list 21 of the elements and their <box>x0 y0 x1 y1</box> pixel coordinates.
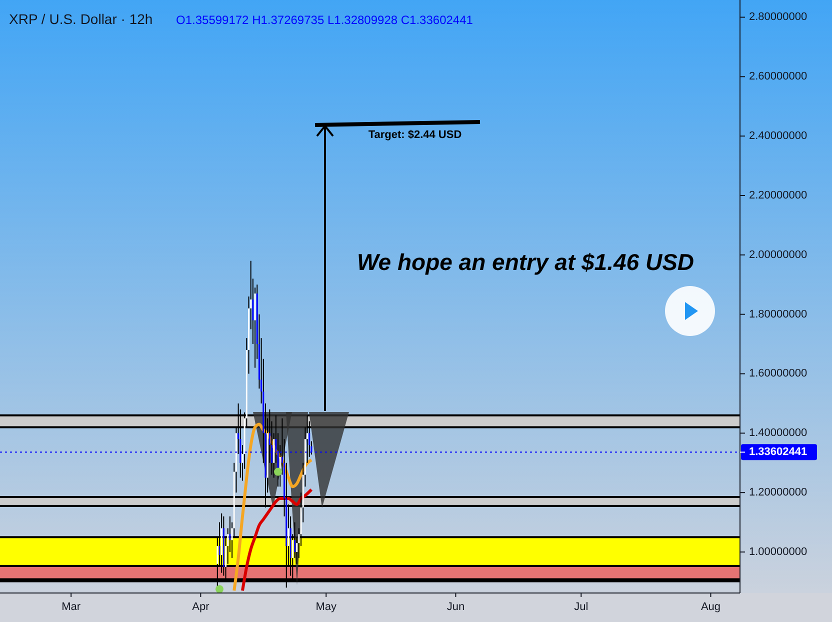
y-tick-label: 1.60000000 <box>749 368 808 380</box>
x-tick-label: Jun <box>446 601 465 613</box>
text: O1.35599172 H1.37269735 L1.32809928 C1.33602441 <box>176 13 474 27</box>
x-tick-label: Jul <box>574 601 588 613</box>
y-tick-label: 1.40000000 <box>749 427 808 440</box>
y-tick-label: 2.60000000 <box>749 70 808 83</box>
y-tick-label: 2.80000000 <box>749 11 808 24</box>
text: XRP / U.S. Dollar · 12h <box>9 11 153 27</box>
y-tick-label: 1.80000000 <box>749 308 808 320</box>
x-tick-label: Mar <box>62 601 81 613</box>
y-tick-label: 2.40000000 <box>749 130 808 142</box>
y-tick-label: 2.00000000 <box>749 248 808 261</box>
annotation: We hope an entry at $1.46 USD <box>357 249 694 275</box>
ref-line-label: 1.33602441 <box>749 446 808 458</box>
y-tick-label: 1.20000000 <box>749 486 808 499</box>
annotation: Target: $2.44 USD <box>368 129 462 141</box>
x-tick-label: Aug <box>700 601 721 613</box>
y-tick-label: 2.20000000 <box>749 189 808 202</box>
x-tick-label: May <box>316 601 337 613</box>
y-tick-label: 1.00000000 <box>749 546 808 558</box>
x-tick-label: Apr <box>192 601 210 613</box>
